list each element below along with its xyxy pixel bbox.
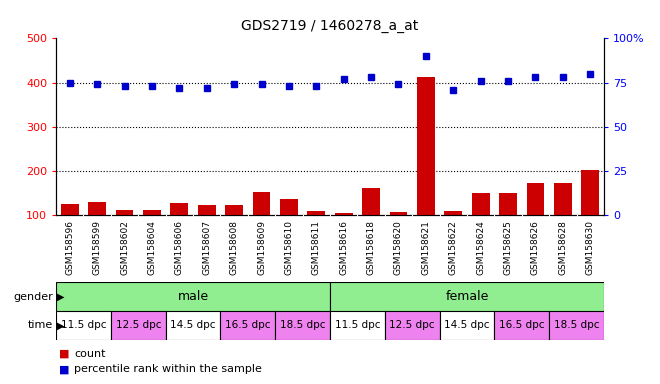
Bar [308, 210, 325, 215]
Bar [581, 170, 599, 215]
Bar [362, 188, 380, 215]
Bar [494, 311, 549, 340]
Bar [280, 199, 298, 215]
Text: time: time [28, 320, 53, 331]
Bar [385, 311, 440, 340]
Bar [389, 212, 407, 215]
Text: percentile rank within the sample: percentile rank within the sample [74, 364, 262, 374]
Text: GSM158624: GSM158624 [476, 220, 485, 275]
Text: 16.5 dpc: 16.5 dpc [225, 320, 271, 331]
Bar [549, 311, 604, 340]
Text: 18.5 dpc: 18.5 dpc [280, 320, 325, 331]
Text: GDS2719 / 1460278_a_at: GDS2719 / 1460278_a_at [242, 19, 418, 33]
Text: female: female [446, 290, 488, 303]
Text: GSM158610: GSM158610 [284, 220, 294, 275]
Text: GSM158626: GSM158626 [531, 220, 540, 275]
Text: ■: ■ [59, 364, 70, 374]
Text: male: male [178, 290, 209, 303]
Text: 12.5 dpc: 12.5 dpc [389, 320, 435, 331]
Text: GSM158604: GSM158604 [147, 220, 156, 275]
Bar [417, 77, 435, 215]
Bar [330, 282, 604, 311]
Text: ■: ■ [59, 349, 70, 359]
Text: 11.5 dpc: 11.5 dpc [61, 320, 106, 331]
Text: GSM158608: GSM158608 [230, 220, 239, 275]
Bar [198, 205, 216, 215]
Text: GSM158609: GSM158609 [257, 220, 266, 275]
Text: GSM158628: GSM158628 [558, 220, 568, 275]
Bar [275, 311, 330, 340]
Bar [143, 210, 161, 215]
Text: GSM158611: GSM158611 [312, 220, 321, 275]
Text: 18.5 dpc: 18.5 dpc [554, 320, 599, 331]
Text: GSM158596: GSM158596 [65, 220, 75, 275]
Bar [253, 192, 271, 215]
Bar [111, 311, 166, 340]
Text: 11.5 dpc: 11.5 dpc [335, 320, 380, 331]
Text: GSM158621: GSM158621 [421, 220, 430, 275]
Text: GSM158616: GSM158616 [339, 220, 348, 275]
Text: count: count [74, 349, 106, 359]
Text: GSM158620: GSM158620 [394, 220, 403, 275]
Text: ▶: ▶ [57, 291, 64, 302]
Text: GSM158630: GSM158630 [585, 220, 595, 275]
Text: GSM158625: GSM158625 [504, 220, 513, 275]
Bar [88, 202, 106, 215]
Bar [56, 311, 111, 340]
Bar [527, 183, 544, 215]
Text: 16.5 dpc: 16.5 dpc [499, 320, 544, 331]
Text: GSM158606: GSM158606 [175, 220, 184, 275]
Bar [444, 211, 462, 215]
Text: GSM158607: GSM158607 [202, 220, 211, 275]
Bar [225, 205, 243, 215]
Bar [115, 210, 133, 215]
Bar [170, 203, 188, 215]
Bar [472, 194, 490, 215]
Bar [61, 204, 79, 215]
Bar [554, 183, 572, 215]
Bar [330, 311, 385, 340]
Text: GSM158622: GSM158622 [449, 220, 458, 275]
Bar [166, 311, 220, 340]
Text: 14.5 dpc: 14.5 dpc [170, 320, 216, 331]
Text: gender: gender [13, 291, 53, 302]
Bar [220, 311, 275, 340]
Text: GSM158618: GSM158618 [366, 220, 376, 275]
Bar [56, 282, 330, 311]
Text: GSM158599: GSM158599 [92, 220, 102, 275]
Bar [499, 192, 517, 215]
Bar [335, 213, 352, 215]
Text: 12.5 dpc: 12.5 dpc [115, 320, 161, 331]
Bar [440, 311, 494, 340]
Text: ▶: ▶ [57, 320, 64, 331]
Text: GSM158602: GSM158602 [120, 220, 129, 275]
Text: 14.5 dpc: 14.5 dpc [444, 320, 490, 331]
